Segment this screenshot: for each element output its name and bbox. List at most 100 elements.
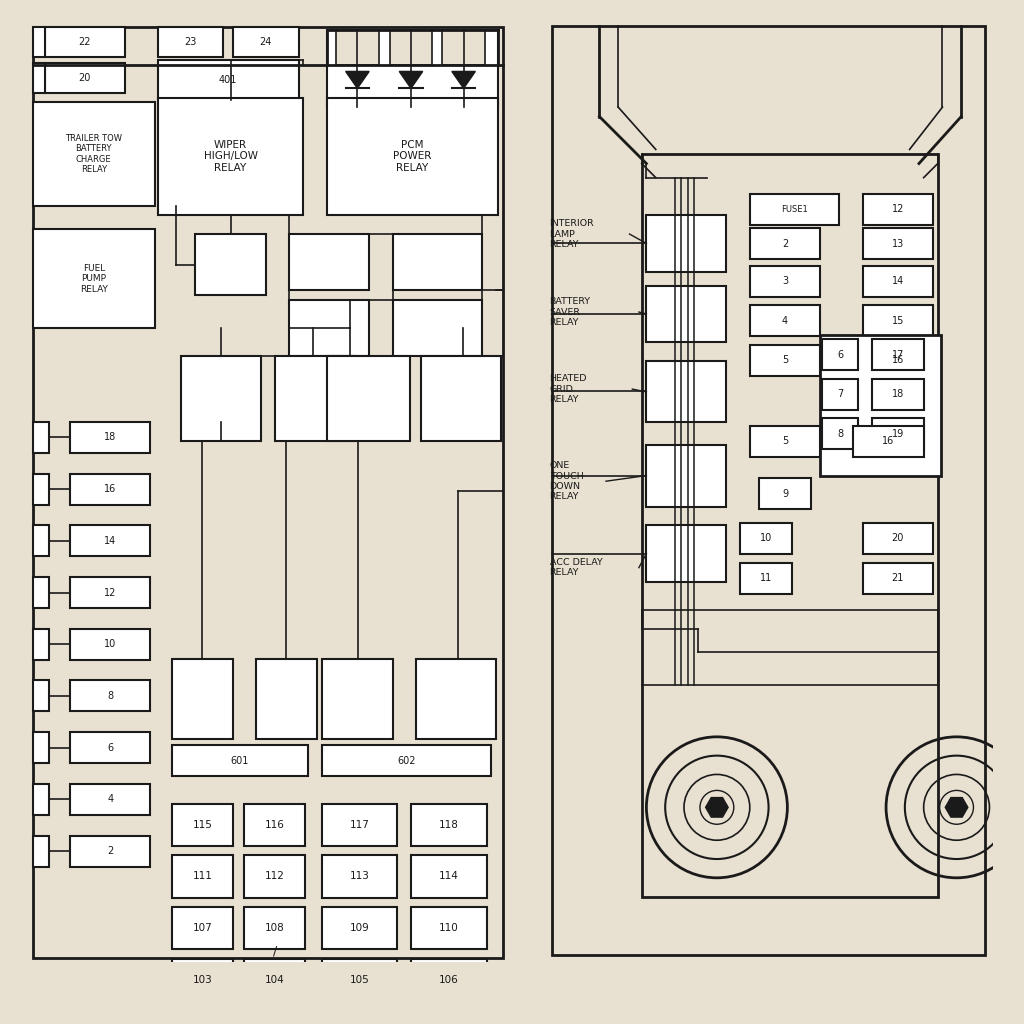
Bar (172, 907, 232, 949)
Bar (172, 658, 232, 738)
Text: 111: 111 (193, 871, 212, 882)
Bar (390, 30, 432, 65)
Text: 117: 117 (350, 820, 370, 829)
Text: 114: 114 (439, 871, 459, 882)
Bar (862, 563, 933, 594)
Text: 24: 24 (259, 37, 272, 47)
Bar (45, 62, 125, 93)
Text: 13: 13 (892, 239, 904, 249)
Bar (244, 804, 305, 846)
Bar (71, 732, 151, 763)
Bar (181, 356, 261, 440)
Bar (158, 28, 223, 57)
Bar (412, 1011, 486, 1024)
Text: HEATED
GRID
RELAY: HEATED GRID RELAY (550, 374, 587, 404)
Text: 7: 7 (837, 389, 843, 399)
Bar (750, 266, 820, 297)
Bar (862, 522, 933, 554)
Bar (862, 228, 933, 259)
Text: 115: 115 (193, 820, 212, 829)
Bar (172, 745, 308, 776)
Text: 19: 19 (892, 429, 904, 438)
Bar (872, 418, 924, 450)
Bar (33, 732, 49, 763)
Text: 4: 4 (782, 316, 788, 326)
Bar (71, 783, 151, 815)
Bar (646, 445, 726, 507)
Bar (740, 563, 793, 594)
Bar (71, 629, 151, 659)
Bar (33, 525, 49, 556)
Text: 10: 10 (104, 639, 117, 649)
Bar (323, 745, 492, 776)
Text: 601: 601 (230, 756, 249, 766)
Text: FUEL
PUMP
RELAY: FUEL PUMP RELAY (80, 264, 108, 294)
Text: 3: 3 (782, 276, 788, 287)
Bar (552, 27, 985, 955)
Bar (33, 474, 49, 505)
Bar (862, 345, 933, 376)
Bar (336, 30, 379, 65)
Text: 18: 18 (104, 432, 117, 442)
Polygon shape (346, 72, 369, 88)
Text: 113: 113 (350, 871, 370, 882)
Bar (327, 356, 410, 440)
Bar (323, 907, 397, 949)
Text: 14: 14 (892, 276, 904, 287)
Bar (642, 155, 938, 897)
Bar (323, 658, 392, 738)
Bar (822, 418, 858, 450)
Text: 16: 16 (883, 436, 895, 446)
Bar (646, 525, 726, 582)
Bar (71, 836, 151, 866)
Bar (158, 60, 299, 99)
Bar (323, 1011, 397, 1024)
Text: 107: 107 (193, 923, 212, 933)
Bar (71, 681, 151, 712)
Bar (327, 97, 498, 215)
Text: BATTERY
SAVER
RELAY: BATTERY SAVER RELAY (550, 297, 591, 327)
Bar (750, 194, 839, 224)
Bar (421, 356, 501, 440)
Bar (750, 426, 820, 457)
Bar (71, 474, 151, 505)
Bar (232, 28, 299, 57)
Polygon shape (945, 798, 968, 817)
Bar (412, 855, 486, 898)
Bar (71, 578, 151, 608)
Text: 112: 112 (265, 871, 285, 882)
Text: 20: 20 (892, 534, 904, 543)
Text: 18: 18 (892, 389, 904, 399)
Text: 104: 104 (265, 975, 285, 985)
Bar (244, 855, 305, 898)
Bar (244, 907, 305, 949)
Bar (33, 681, 49, 712)
Bar (862, 266, 933, 297)
Bar (33, 28, 45, 57)
Bar (33, 783, 49, 815)
Bar (646, 215, 726, 271)
Bar (759, 478, 811, 509)
Bar (33, 62, 45, 93)
Text: 12: 12 (104, 588, 117, 598)
Bar (862, 305, 933, 337)
Text: 109: 109 (350, 923, 370, 933)
Polygon shape (399, 72, 423, 88)
Text: 2: 2 (782, 239, 788, 249)
Text: 14: 14 (104, 536, 117, 546)
Bar (392, 234, 482, 291)
Polygon shape (706, 798, 728, 817)
Bar (244, 958, 305, 1000)
Bar (71, 422, 151, 453)
Bar (412, 804, 486, 846)
Text: 5: 5 (782, 355, 788, 366)
Bar (862, 194, 933, 224)
Text: 116: 116 (265, 820, 285, 829)
Bar (416, 658, 496, 738)
Text: 6: 6 (837, 350, 843, 359)
Text: 12: 12 (892, 204, 904, 214)
Bar (853, 426, 924, 457)
Bar (33, 102, 155, 206)
Bar (172, 804, 232, 846)
Bar (33, 836, 49, 866)
